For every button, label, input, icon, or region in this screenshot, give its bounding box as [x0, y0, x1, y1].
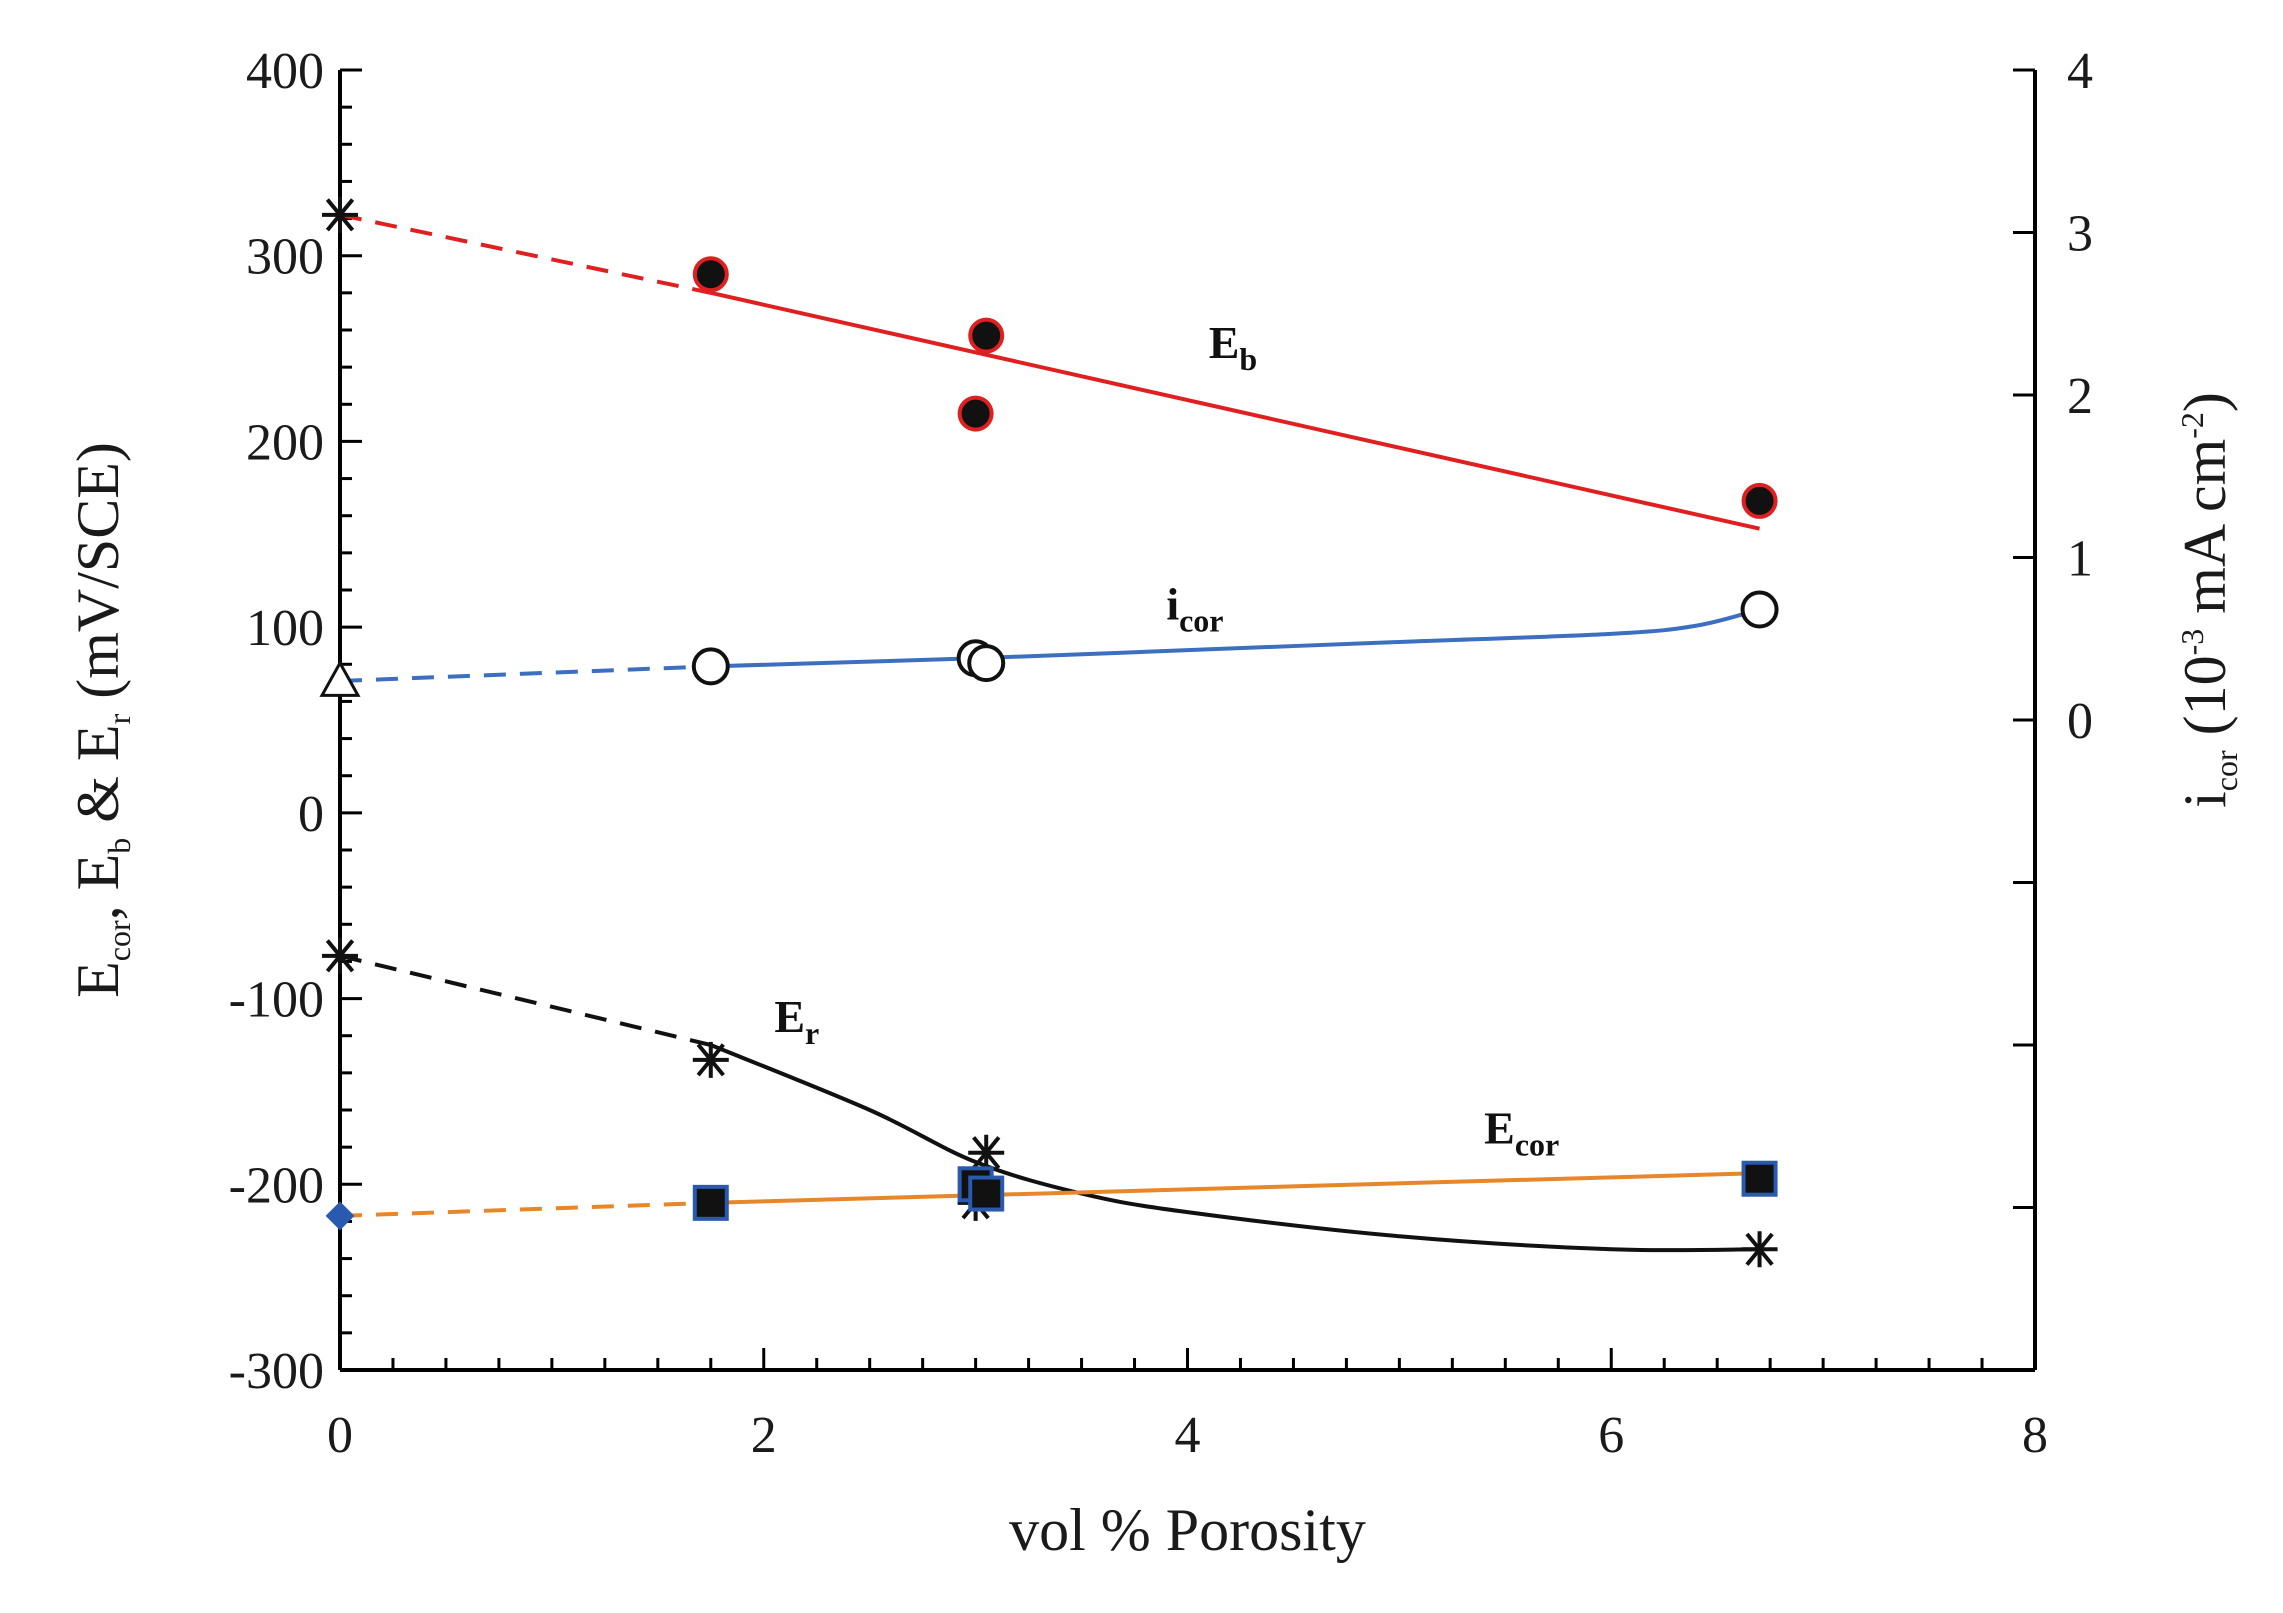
x-tick-label: 6	[1598, 1407, 1624, 1464]
label-sub: r	[805, 1015, 819, 1051]
superscript: -2	[2174, 412, 2210, 439]
icor-extrapolated-point	[319, 659, 361, 697]
y-left-tick-label: 100	[246, 600, 324, 657]
y-right-tick-label: 1	[2067, 531, 2093, 588]
eb-series-label: Eb	[1209, 317, 1257, 377]
title-text: & E	[65, 724, 131, 837]
y-left-tick-label: -200	[229, 1157, 324, 1214]
y-right-axis-title: icor (10-3 mA cm-2)	[2172, 392, 2244, 808]
er-data-point	[692, 1041, 729, 1078]
y-right-tick-label: 3	[2067, 206, 2093, 263]
superscript: -3	[2174, 629, 2210, 656]
y-left-tick-label: 200	[246, 414, 324, 471]
title-text: , E	[65, 854, 131, 921]
label-sub: b	[1239, 341, 1257, 377]
ecor-data-point	[1741, 1160, 1778, 1197]
y-left-tick-label: 400	[246, 43, 324, 100]
subscript: cor	[101, 920, 137, 961]
title-text: (10	[2172, 655, 2238, 750]
er-fit-line	[710, 1043, 1760, 1253]
y-left-tick-label: 0	[298, 786, 324, 843]
icor-data-point	[967, 644, 1006, 683]
er-extrapolated-point	[322, 937, 358, 974]
label-sub: cor	[1515, 1126, 1559, 1162]
icor-data-point	[691, 647, 730, 686]
eb-data-point	[692, 256, 729, 293]
subscript: b	[101, 838, 137, 854]
x-tick-label: 0	[327, 1407, 353, 1464]
title-text: )	[2172, 392, 2238, 412]
x-tick-label: 4	[1175, 1407, 1201, 1464]
ecor-data-point	[968, 1175, 1005, 1212]
subscript: cor	[2208, 750, 2244, 791]
eb-extrapolated-point	[322, 196, 358, 233]
title-text: E	[65, 961, 131, 998]
ecor-series-label: Ecor	[1484, 1102, 1559, 1162]
plot-area: 0 2 4 6 8 -300 -200 -100 0 100 200 300 400 0 1 2 3 4 vol %…	[65, 43, 2244, 1563]
eb-dashed-line	[339, 212, 712, 295]
eb-fit-line	[710, 290, 1760, 531]
eb-data-point	[968, 317, 1005, 354]
y-right-tick-label: 0	[2067, 693, 2093, 750]
title-text: i	[2172, 791, 2238, 808]
er-dashed-line	[339, 953, 712, 1047]
y-left-axis-title: Ecor, Eb & Er (mV/SCE)	[65, 442, 137, 998]
y-right-tick-label: 4	[2067, 43, 2093, 100]
ecor-fit-line	[710, 1171, 1760, 1205]
label-main: E	[1209, 317, 1240, 368]
title-text: (mV/SCE)	[65, 442, 131, 714]
title-text: mA cm	[2172, 439, 2238, 629]
icor-data-point	[1740, 590, 1779, 629]
y-right-tick-label: 2	[2067, 368, 2093, 425]
er-data-point	[968, 1134, 1005, 1171]
x-axis-title: vol % Porosity	[1009, 1497, 1366, 1563]
icor-dashed-line	[339, 664, 711, 683]
er-series-label: Er	[774, 991, 819, 1051]
label-main: E	[1484, 1102, 1515, 1153]
eb-data-point	[1741, 482, 1778, 519]
er-data-point	[1741, 1231, 1778, 1268]
label-main: i	[1166, 578, 1179, 629]
icor-series-label: icor	[1166, 578, 1223, 638]
x-tick-label: 8	[2022, 1407, 2048, 1464]
label-main: E	[774, 991, 805, 1042]
x-tick-label: 2	[751, 1407, 777, 1464]
y-left-tick-label: -100	[229, 972, 324, 1029]
icor-fit-line	[710, 607, 1761, 669]
y-left-tick-label: 300	[246, 229, 324, 286]
ecor-data-point	[692, 1184, 729, 1221]
ecor-dashed-line	[339, 1200, 711, 1218]
ecor-extrapolated-point	[325, 1201, 355, 1231]
y-left-tick-label: -300	[229, 1343, 324, 1400]
subscript: r	[101, 713, 137, 724]
label-sub: cor	[1179, 602, 1223, 638]
eb-data-point	[957, 395, 994, 432]
